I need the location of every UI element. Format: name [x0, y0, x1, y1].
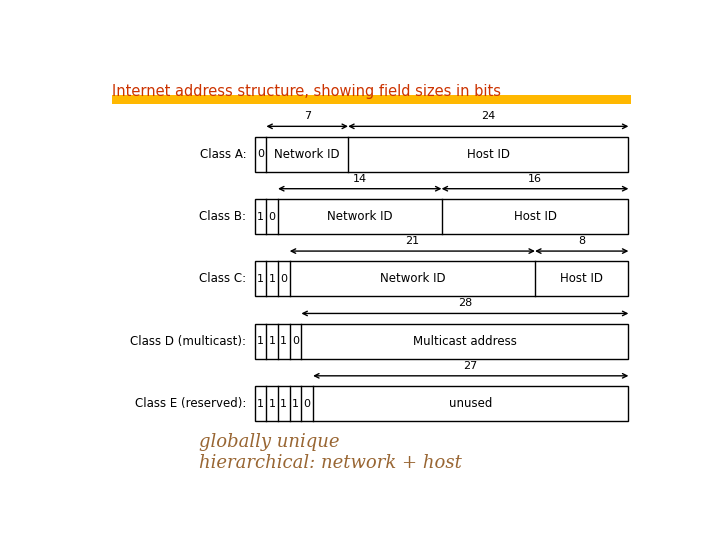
- Text: 1: 1: [269, 399, 276, 409]
- Text: 1: 1: [257, 336, 264, 346]
- Text: 1: 1: [280, 336, 287, 346]
- Text: Network ID: Network ID: [327, 210, 392, 223]
- Text: Class A:: Class A:: [199, 148, 246, 161]
- Text: 1: 1: [257, 399, 264, 409]
- Bar: [255, 137, 629, 172]
- Text: Internet address structure, showing field sizes in bits: Internet address structure, showing fiel…: [112, 84, 501, 98]
- Text: 21: 21: [405, 236, 419, 246]
- Text: 0: 0: [269, 212, 276, 221]
- Text: 8: 8: [578, 236, 585, 246]
- Text: 0: 0: [304, 399, 311, 409]
- Text: 1: 1: [257, 212, 264, 221]
- Text: Host ID: Host ID: [467, 148, 510, 161]
- Text: Host ID: Host ID: [560, 273, 603, 286]
- Text: 1: 1: [292, 399, 299, 409]
- Text: 1: 1: [269, 274, 276, 284]
- Text: hierarchical: network + host: hierarchical: network + host: [199, 454, 462, 471]
- Bar: [255, 199, 629, 234]
- Text: Network ID: Network ID: [274, 148, 340, 161]
- Text: 28: 28: [458, 299, 472, 308]
- Text: Network ID: Network ID: [379, 273, 445, 286]
- Text: Class D (multicast):: Class D (multicast):: [130, 335, 246, 348]
- Text: 7: 7: [304, 111, 311, 122]
- Text: 14: 14: [353, 174, 366, 184]
- Text: unused: unused: [449, 397, 492, 410]
- Text: globally unique: globally unique: [199, 433, 339, 451]
- Bar: [255, 324, 629, 359]
- Text: Multicast address: Multicast address: [413, 335, 517, 348]
- Text: Class C:: Class C:: [199, 273, 246, 286]
- Text: 16: 16: [528, 174, 542, 184]
- Text: 1: 1: [269, 336, 276, 346]
- Text: 1: 1: [280, 399, 287, 409]
- Text: Class E (reserved):: Class E (reserved):: [135, 397, 246, 410]
- Bar: [255, 261, 629, 296]
- Text: Class B:: Class B:: [199, 210, 246, 223]
- Text: 1: 1: [257, 274, 264, 284]
- Text: 27: 27: [464, 361, 478, 371]
- Text: 0: 0: [280, 274, 287, 284]
- Bar: [255, 386, 629, 421]
- Text: 24: 24: [481, 111, 495, 122]
- Bar: [112, 95, 631, 104]
- Text: Host ID: Host ID: [513, 210, 557, 223]
- Text: 0: 0: [292, 336, 299, 346]
- Text: 0: 0: [257, 149, 264, 159]
